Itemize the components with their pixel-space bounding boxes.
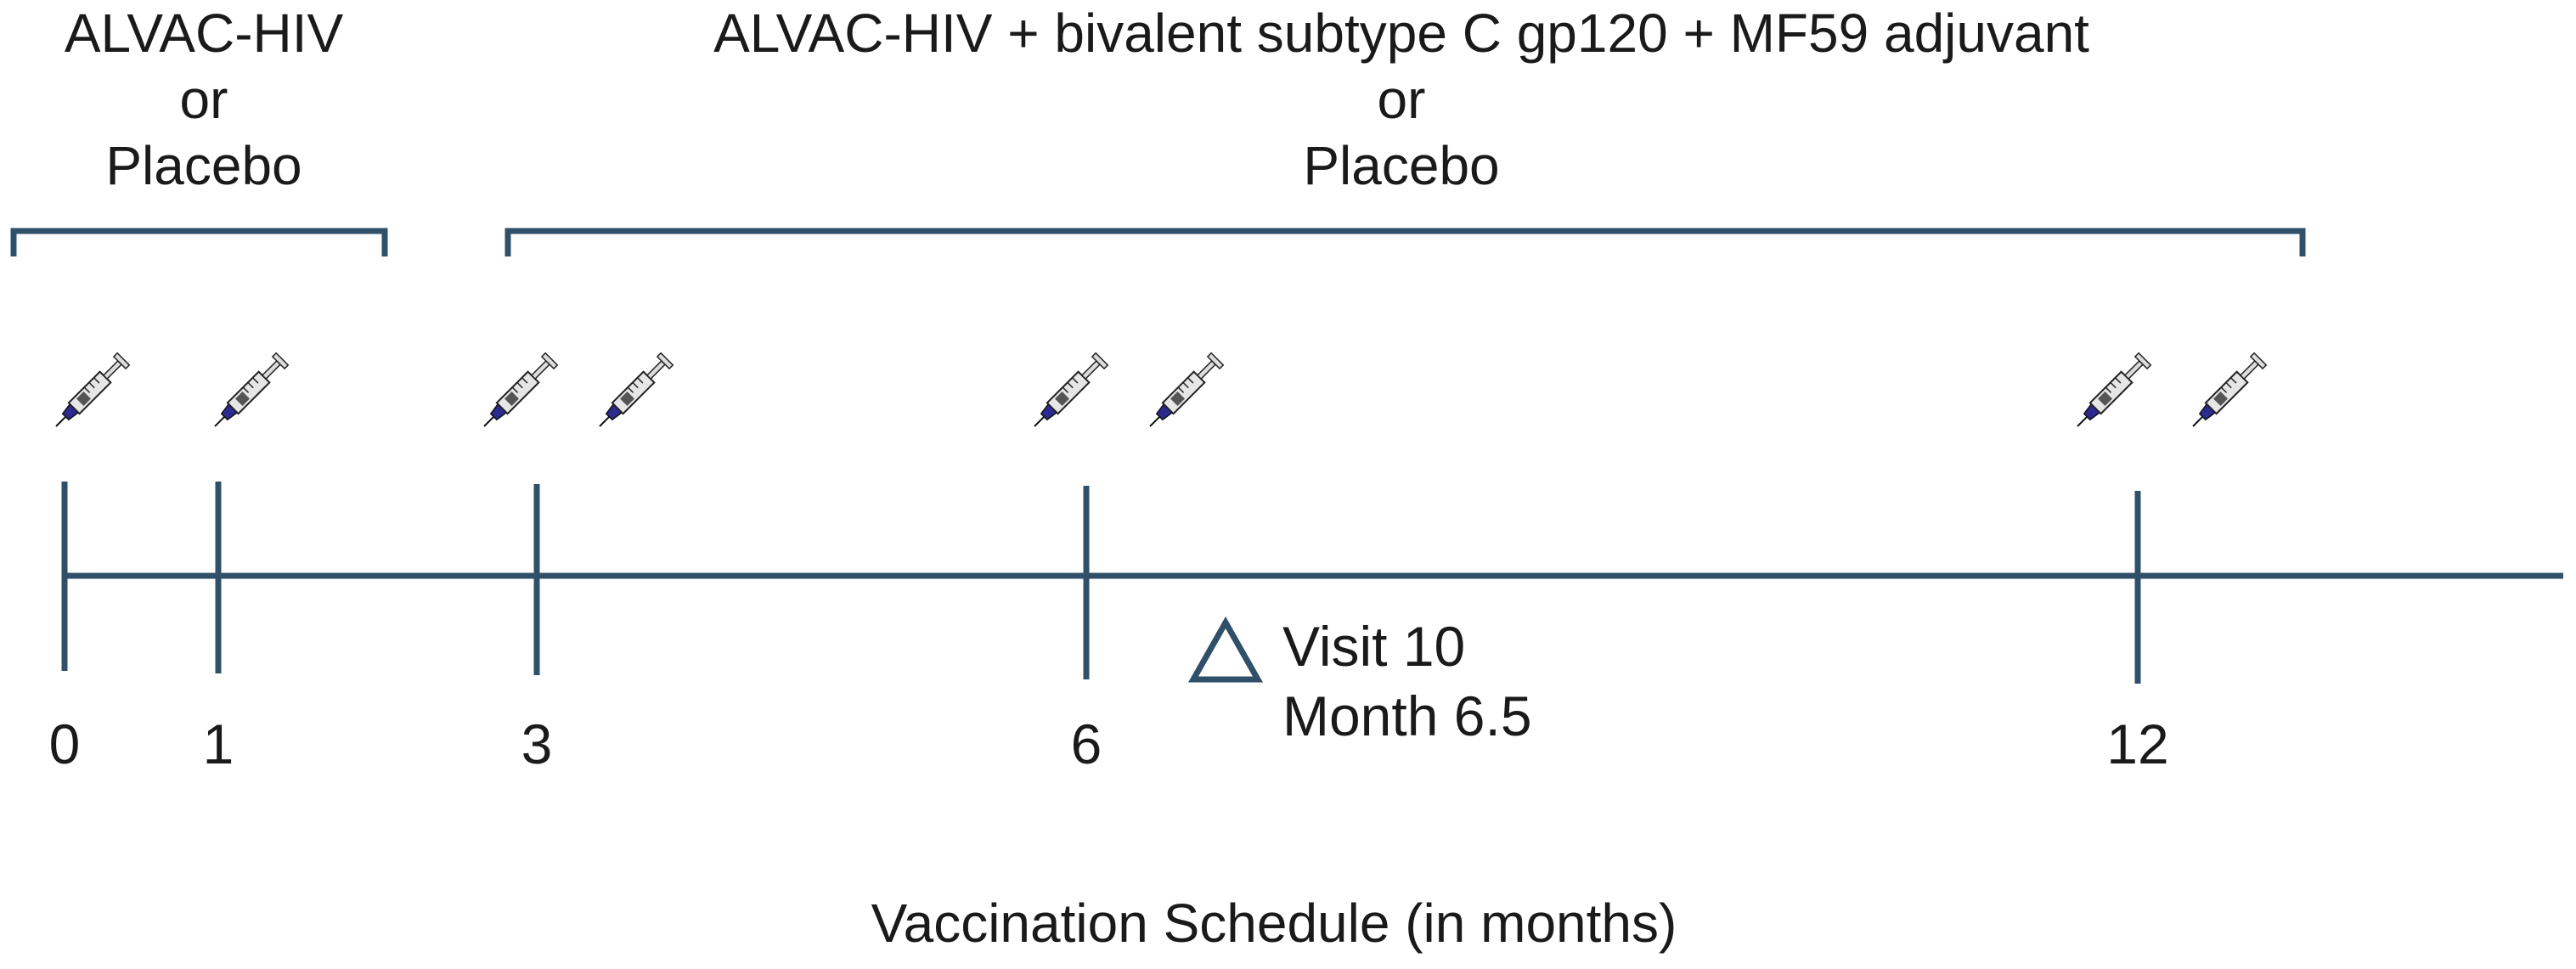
syringe-icon [599,352,674,427]
tick-label-1: 1 [202,713,234,775]
syringe-icon [1149,352,1225,427]
timeline-ticks [61,482,2141,684]
group-label-alvac-line1: ALVAC-HIV [64,3,344,64]
tick-label-12: 12 [2106,713,2169,775]
syringe-icon [55,352,131,427]
schedule-caption: Vaccination Schedule (in months) [871,893,1677,954]
tick-label-3: 3 [521,713,553,775]
syringe-icon [1034,352,1109,427]
group-label-boost-line3: Placebo [1303,135,1500,196]
group-label-boost-line1: ALVAC-HIV + bivalent subtype C gp120 + M… [713,3,2089,64]
visit-month: Month 6.5 [1282,684,1532,747]
group-label-alvac-line3: Placebo [105,135,302,196]
syringes [55,352,2268,427]
triangle-outline-icon [1187,616,1264,683]
visit-number: Visit 10 [1282,615,1466,678]
group-label-boost: ALVAC-HIV + bivalent subtype C gp120 + M… [510,0,2293,199]
group-label-alvac-line2: or [179,69,228,130]
visit-annotation: Visit 10 Month 6.5 [1282,611,1532,751]
syringe-icon [214,352,290,427]
tick-label-6: 6 [1070,713,1102,775]
bracket-boost [504,228,2306,256]
tick-label-0: 0 [48,713,81,775]
bracket-alvac [10,228,388,256]
group-label-boost-line2: or [1377,69,1426,130]
syringe-icon [2077,352,2152,427]
syringe-icon [483,352,559,427]
group-label-alvac: ALVAC-HIV or Placebo [17,0,391,199]
syringe-icon [2192,352,2268,427]
